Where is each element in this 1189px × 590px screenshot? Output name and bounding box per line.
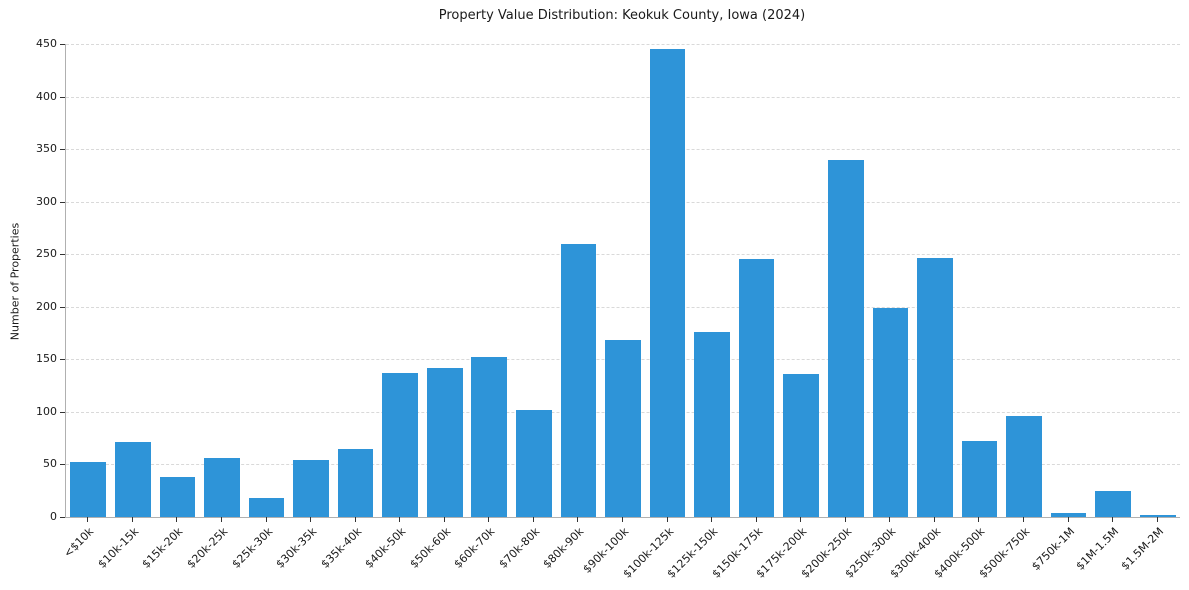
bar bbox=[917, 258, 953, 517]
bar bbox=[1139, 514, 1176, 517]
gridline bbox=[66, 306, 1180, 308]
bar bbox=[827, 159, 864, 517]
x-tick-mark bbox=[176, 517, 178, 522]
x-tick-mark bbox=[131, 517, 133, 522]
bar bbox=[471, 357, 508, 517]
bar bbox=[516, 409, 552, 517]
y-tick-label: 50 bbox=[43, 457, 57, 471]
x-tick-mark bbox=[711, 517, 713, 522]
bar bbox=[1006, 416, 1042, 517]
bar bbox=[783, 374, 820, 517]
bar bbox=[694, 332, 730, 517]
x-tick-mark bbox=[354, 517, 356, 522]
y-tick-mark bbox=[60, 359, 65, 361]
x-tick-mark bbox=[87, 517, 89, 522]
bar bbox=[961, 441, 998, 517]
plot-area bbox=[65, 44, 1180, 518]
x-tick-mark bbox=[800, 517, 802, 522]
y-tick-mark bbox=[60, 254, 65, 256]
x-tick-mark bbox=[1067, 517, 1069, 522]
x-tick-mark bbox=[443, 517, 445, 522]
y-tick-label: 100 bbox=[36, 404, 57, 418]
y-tick-label: 400 bbox=[36, 89, 57, 103]
bar bbox=[426, 367, 463, 517]
y-tick-mark bbox=[60, 96, 65, 98]
bar bbox=[738, 259, 775, 517]
y-tick-label: 150 bbox=[36, 352, 57, 366]
x-tick-mark bbox=[310, 517, 312, 522]
x-tick-mark bbox=[1156, 517, 1158, 522]
x-tick-mark bbox=[622, 517, 623, 522]
bar bbox=[605, 340, 641, 517]
bar bbox=[560, 243, 597, 517]
x-tick-mark bbox=[488, 517, 490, 522]
x-tick-mark bbox=[666, 517, 668, 522]
gridline bbox=[66, 96, 1180, 98]
x-tick-mark bbox=[755, 517, 757, 522]
bar bbox=[649, 49, 686, 517]
x-tick-mark bbox=[933, 517, 935, 522]
x-tick-mark bbox=[1023, 517, 1025, 522]
bar bbox=[204, 458, 240, 517]
y-tick-label: 0 bbox=[50, 510, 57, 523]
y-tick-mark bbox=[60, 201, 65, 203]
x-tick-mark bbox=[399, 517, 401, 522]
y-tick-mark bbox=[60, 411, 65, 413]
gridline bbox=[66, 44, 1180, 45]
bar bbox=[872, 307, 909, 517]
bar bbox=[159, 477, 196, 517]
x-tick-mark bbox=[978, 517, 980, 522]
gridline bbox=[66, 254, 1180, 256]
bar bbox=[1095, 490, 1131, 517]
x-tick-mark bbox=[577, 517, 579, 522]
y-tick-mark bbox=[60, 517, 65, 518]
x-tick-mark bbox=[265, 517, 267, 522]
y-tick-mark bbox=[60, 149, 65, 151]
x-tick-mark bbox=[844, 517, 846, 522]
y-tick-label: 450 bbox=[36, 37, 57, 50]
y-tick-mark bbox=[60, 464, 65, 466]
y-tick-label: 300 bbox=[36, 194, 57, 208]
x-tick-mark bbox=[532, 517, 534, 522]
bar bbox=[70, 462, 107, 517]
y-tick-label: 250 bbox=[36, 247, 57, 261]
bar bbox=[293, 460, 329, 517]
chart-title: Property Value Distribution: Keokuk Coun… bbox=[438, 8, 806, 23]
bar bbox=[382, 373, 419, 517]
bar bbox=[115, 442, 151, 517]
x-tick-mark bbox=[889, 517, 891, 522]
bar bbox=[248, 498, 285, 517]
y-tick-label: 350 bbox=[36, 142, 57, 156]
gridline bbox=[66, 149, 1180, 151]
bar bbox=[1050, 512, 1087, 517]
x-tick-mark bbox=[1112, 517, 1114, 522]
x-tick-mark bbox=[220, 517, 222, 522]
y-tick-mark bbox=[60, 306, 65, 308]
y-tick-mark bbox=[60, 44, 65, 45]
y-tick-label: 200 bbox=[36, 299, 57, 313]
gridline bbox=[66, 201, 1180, 203]
bar bbox=[337, 448, 374, 517]
